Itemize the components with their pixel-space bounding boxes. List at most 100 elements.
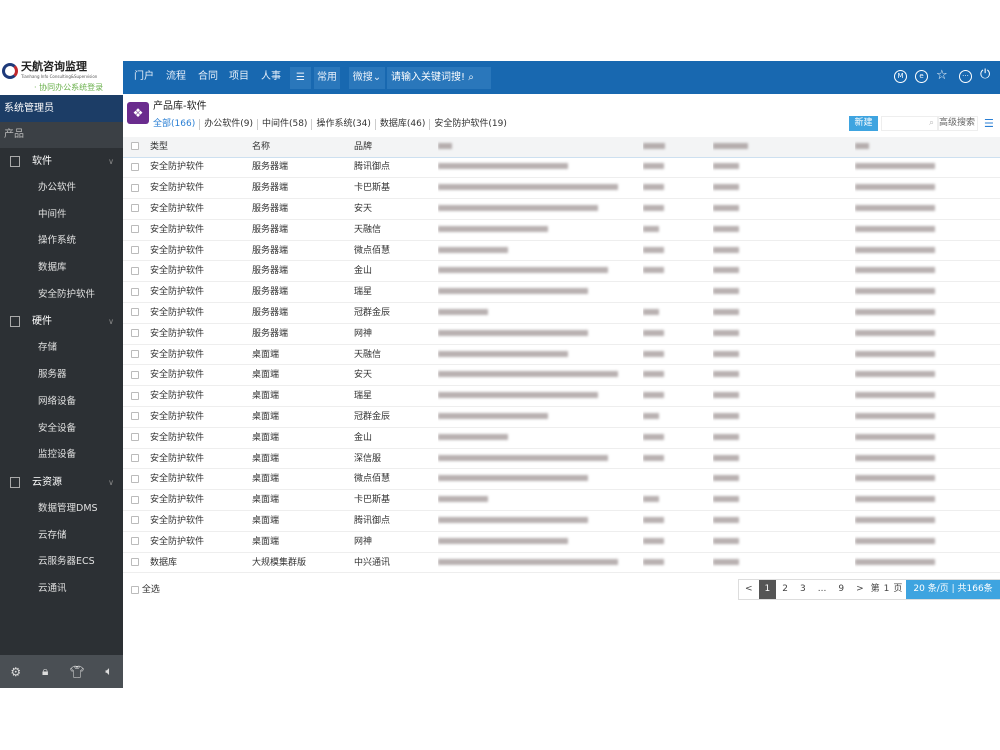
row-checkbox[interactable] xyxy=(131,558,139,567)
page-3[interactable]: 3 xyxy=(800,584,806,594)
row-checkbox[interactable] xyxy=(131,433,139,442)
list-view-icon[interactable]: ☰ xyxy=(984,117,994,130)
m-icon[interactable]: M xyxy=(894,70,907,83)
tab-all[interactable]: 全部(166) xyxy=(153,119,201,130)
table-row[interactable]: 安全防护软件 桌面端 深信服 xyxy=(123,448,1000,469)
table-row[interactable]: 安全防护软件 桌面端 瑞星 xyxy=(123,386,1000,407)
table-row[interactable]: 安全防护软件 服务器端 冠群金辰 xyxy=(123,303,1000,324)
sidebar-item[interactable]: 云服务器ECS xyxy=(38,556,95,568)
page-1[interactable]: 1 xyxy=(758,580,777,599)
row-checkbox[interactable] xyxy=(131,183,139,192)
table-row[interactable]: 安全防护软件 桌面端 天融信 xyxy=(123,344,1000,365)
sidebar-user[interactable]: 系统管理员 xyxy=(0,95,123,122)
tab-os[interactable]: 操作系统(34) xyxy=(312,119,376,130)
menu-icon[interactable]: ☰ xyxy=(290,67,311,89)
row-checkbox[interactable] xyxy=(131,412,139,421)
sidebar-group[interactable]: 软件 ∨ xyxy=(0,148,123,175)
e-icon[interactable]: e xyxy=(915,70,928,83)
nav-contract[interactable]: 合同 xyxy=(198,71,218,82)
settings-icon[interactable]: ⚙ xyxy=(10,664,22,679)
nav-hr[interactable]: 人事 xyxy=(261,71,281,82)
sidebar-item[interactable]: 安全防护软件 xyxy=(38,288,96,300)
lock-icon[interactable]: 🔒︎ xyxy=(42,664,49,678)
row-checkbox[interactable] xyxy=(131,266,139,275)
sidebar-item[interactable]: 监控设备 xyxy=(38,449,77,461)
prev-page[interactable]: < xyxy=(745,584,753,594)
row-checkbox[interactable] xyxy=(131,537,139,546)
table-row[interactable]: 安全防护软件 桌面端 微点佰慧 xyxy=(123,469,1000,490)
new-button[interactable]: 新建 xyxy=(849,116,878,131)
sidebar-item[interactable]: 数据库 xyxy=(38,262,67,274)
chevron-down-icon[interactable]: ∨ xyxy=(108,477,114,487)
chevron-down-icon[interactable]: ∨ xyxy=(108,317,114,327)
quick-search-input[interactable]: ⌕ xyxy=(881,116,938,131)
table-row[interactable]: 安全防护软件 桌面端 冠群金辰 xyxy=(123,407,1000,428)
star-icon[interactable]: ☆ xyxy=(936,68,948,83)
weisou-dropdown[interactable]: 微搜⌄ xyxy=(349,67,385,89)
table-row[interactable]: 安全防护软件 服务器端 瑞星 xyxy=(123,282,1000,303)
sidebar-group[interactable]: 硬件 ∨ xyxy=(0,308,123,335)
sidebar-item[interactable]: 安全设备 xyxy=(38,422,77,434)
table-row[interactable]: 数据库 大规模集群版 中兴通讯 xyxy=(123,552,1000,573)
row-checkbox[interactable] xyxy=(131,329,139,338)
sidebar-item[interactable]: 中间件 xyxy=(38,208,67,220)
nav-portal[interactable]: 门户 xyxy=(134,71,154,82)
table-row[interactable]: 安全防护软件 桌面端 金山 xyxy=(123,427,1000,449)
sidebar-item[interactable]: 存储 xyxy=(38,342,58,354)
sidebar-item[interactable]: 操作系统 xyxy=(38,235,77,247)
tab-office[interactable]: 办公软件(9) xyxy=(200,119,258,130)
row-checkbox[interactable] xyxy=(131,287,139,296)
table-row[interactable]: 安全防护软件 服务器端 金山 xyxy=(123,261,1000,282)
table-row[interactable]: 安全防护软件 桌面端 网神 xyxy=(123,531,1000,553)
advanced-search-button[interactable]: 高级搜索 xyxy=(938,116,978,131)
row-checkbox[interactable] xyxy=(131,454,139,463)
sidebar-item[interactable]: 数据管理DMS xyxy=(38,502,98,514)
search-icon[interactable]: ⌕ xyxy=(468,72,474,83)
table-row[interactable]: 安全防护软件 服务器端 腾讯御点 xyxy=(123,157,1000,178)
table-row[interactable]: 安全防护软件 服务器端 微点佰慧 xyxy=(123,240,1000,261)
page-2[interactable]: 2 xyxy=(782,584,789,594)
nav-process[interactable]: 流程 xyxy=(166,71,186,82)
more-icon[interactable]: ··· xyxy=(959,70,972,83)
table-row[interactable]: 安全防护软件 桌面端 卡巴斯基 xyxy=(123,490,1000,511)
sidebar-group[interactable]: 云资源 ∨ xyxy=(0,469,123,496)
select-all[interactable]: 全选 xyxy=(131,584,160,596)
nav-project[interactable]: 项目 xyxy=(229,71,249,82)
row-checkbox[interactable] xyxy=(131,308,139,317)
row-checkbox[interactable] xyxy=(131,246,139,255)
table-row[interactable]: 安全防护软件 服务器端 卡巴斯基 xyxy=(123,178,1000,199)
tab-middleware[interactable]: 中间件(58) xyxy=(258,119,313,130)
page-9[interactable]: 9 xyxy=(838,584,845,594)
power-icon[interactable]: ⏻ xyxy=(980,67,991,82)
sidebar-item[interactable]: 服务器 xyxy=(38,369,67,381)
next-page[interactable]: > xyxy=(856,584,864,594)
search-input[interactable]: 请输入关键词搜! ⌕ xyxy=(387,67,491,89)
tab-security[interactable]: 安全防护软件(19) xyxy=(434,119,507,129)
row-checkbox[interactable] xyxy=(131,162,139,171)
table-row[interactable]: 安全防护软件 桌面端 腾讯御点 xyxy=(123,511,1000,532)
row-checkbox[interactable] xyxy=(131,495,139,504)
tab-database[interactable]: 数据库(46) xyxy=(376,119,431,130)
row-checkbox[interactable] xyxy=(131,370,139,379)
sidebar-item[interactable]: 网络设备 xyxy=(38,395,77,407)
row-checkbox[interactable] xyxy=(131,350,139,359)
sound-icon[interactable]: 🔈︎ xyxy=(105,664,113,678)
row-checkbox[interactable] xyxy=(131,204,139,213)
sidebar-product[interactable]: 产品 xyxy=(0,122,123,148)
header-checkbox[interactable] xyxy=(131,142,139,151)
sidebar-item[interactable]: 云通讯 xyxy=(38,582,67,594)
table-row[interactable]: 安全防护软件 桌面端 安天 xyxy=(123,365,1000,386)
goto-page-input[interactable]: 1 xyxy=(883,584,890,594)
table-row[interactable]: 安全防护软件 服务器端 网神 xyxy=(123,323,1000,345)
sidebar-item[interactable]: 办公软件 xyxy=(38,182,77,193)
table-row[interactable]: 安全防护软件 服务器端 天融信 xyxy=(123,219,1000,241)
row-checkbox[interactable] xyxy=(131,474,139,483)
row-checkbox[interactable] xyxy=(131,391,139,400)
skin-icon[interactable]: 👕︎ xyxy=(69,664,85,679)
select-all-checkbox[interactable] xyxy=(131,585,139,594)
page-size-info[interactable]: 20 条/页 | 共166条 xyxy=(906,580,1000,599)
table-row[interactable]: 安全防护软件 服务器端 安天 xyxy=(123,199,1000,220)
row-checkbox[interactable] xyxy=(131,516,139,525)
nav-common[interactable]: 常用 xyxy=(314,67,340,89)
sidebar-item[interactable]: 云存储 xyxy=(38,529,67,541)
